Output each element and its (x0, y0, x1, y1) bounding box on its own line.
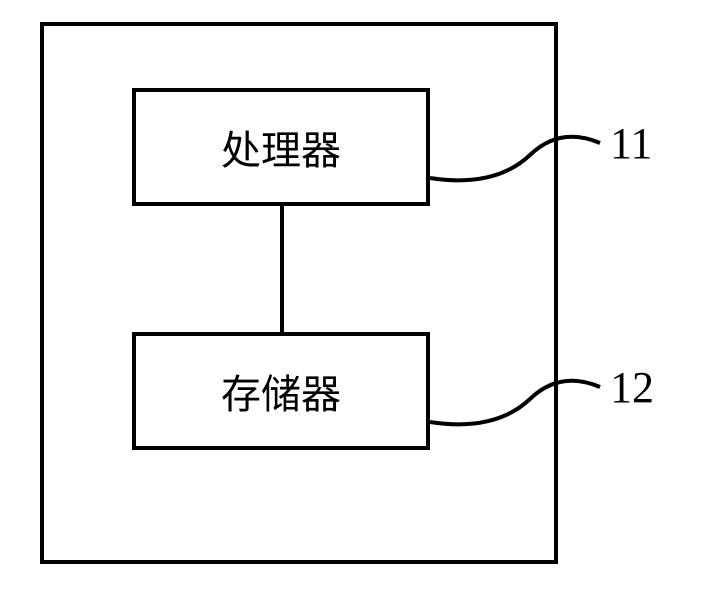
callout-label-12: 12 (610, 362, 654, 413)
callout-curve-memory (0, 0, 707, 592)
